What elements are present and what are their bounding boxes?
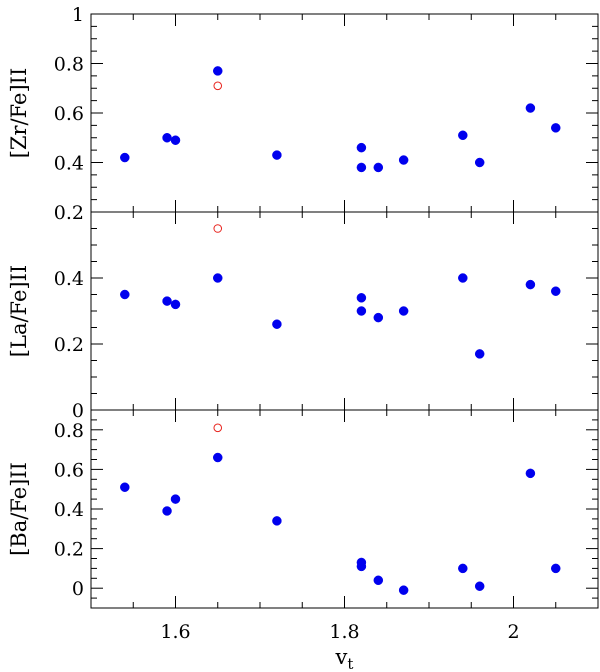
y-tick-label: 0	[72, 400, 84, 422]
y-axis-label: [Zr/Fe]II	[7, 68, 31, 159]
data-point	[551, 563, 561, 574]
y-tick-label: 1	[72, 4, 84, 26]
data-point	[373, 575, 384, 586]
data-point	[458, 130, 468, 141]
y-tick-label: 0.4	[54, 153, 84, 175]
data-point	[474, 581, 485, 591]
data-point	[162, 296, 172, 306]
panel-2: 0 0.2 0.4 [La/Fe]II	[7, 211, 599, 422]
y-tick-label: 0.8	[54, 420, 84, 442]
data-point	[170, 299, 181, 310]
data-point	[213, 273, 223, 283]
data-point	[398, 306, 409, 316]
panel-3: 0 0.2 0.4 0.6 0.8 1.6 1.8 2 [Ba/Fe]II vt	[7, 409, 599, 672]
y-tick-label: 0.2	[54, 539, 84, 561]
data-point	[272, 516, 282, 526]
data-point	[213, 452, 223, 463]
y-axis-label: [La/Fe]II	[7, 265, 31, 357]
data-point	[474, 349, 485, 359]
data-point	[120, 482, 130, 492]
y-tick-label: 0.6	[54, 103, 84, 125]
data-point	[120, 152, 130, 163]
data-point	[162, 506, 172, 516]
data-point	[398, 155, 409, 165]
y-tick-label: 0.6	[54, 459, 84, 481]
data-point	[213, 66, 223, 76]
data-point	[356, 293, 367, 303]
data-point	[356, 306, 367, 316]
data-point	[272, 150, 282, 160]
x-tick-label: 1.6	[160, 621, 190, 643]
plot-frame	[90, 211, 599, 411]
data-point	[525, 468, 536, 479]
plot-frame	[90, 13, 599, 213]
data-point	[373, 162, 384, 173]
data-point-open	[213, 224, 223, 233]
data-point-open	[213, 81, 223, 91]
y-axis-label: [Ba/Fe]II	[7, 462, 31, 556]
data-point	[356, 142, 367, 153]
data-point	[373, 312, 384, 323]
data-point-open	[213, 423, 223, 433]
x-axis-label: vt	[335, 645, 354, 672]
data-point	[356, 561, 367, 572]
data-point	[458, 563, 468, 574]
data-point	[272, 319, 282, 329]
x-tick-label: 2	[507, 621, 519, 643]
panel-1: 0.2 0.4 0.6 0.8 1 [Zr/Fe]II	[7, 4, 599, 224]
y-tick-label: 0.4	[54, 268, 84, 290]
data-point	[474, 157, 485, 168]
y-tick-label: 0.8	[54, 54, 84, 76]
y-tick-label: 0.4	[54, 499, 84, 521]
data-point	[356, 162, 367, 173]
y-tick-label: 0.2	[54, 202, 84, 224]
data-point	[458, 273, 468, 283]
data-point	[525, 279, 536, 290]
y-tick-label: 0.2	[54, 334, 84, 356]
data-point	[170, 494, 181, 504]
data-point	[551, 123, 561, 133]
y-tick-label: 0	[72, 578, 84, 600]
data-point	[162, 133, 172, 143]
x-tick-label: 1.8	[329, 621, 359, 643]
data-point	[551, 286, 561, 296]
data-point	[398, 585, 409, 595]
data-point	[120, 289, 130, 300]
data-point	[525, 103, 536, 113]
data-point	[170, 135, 181, 145]
